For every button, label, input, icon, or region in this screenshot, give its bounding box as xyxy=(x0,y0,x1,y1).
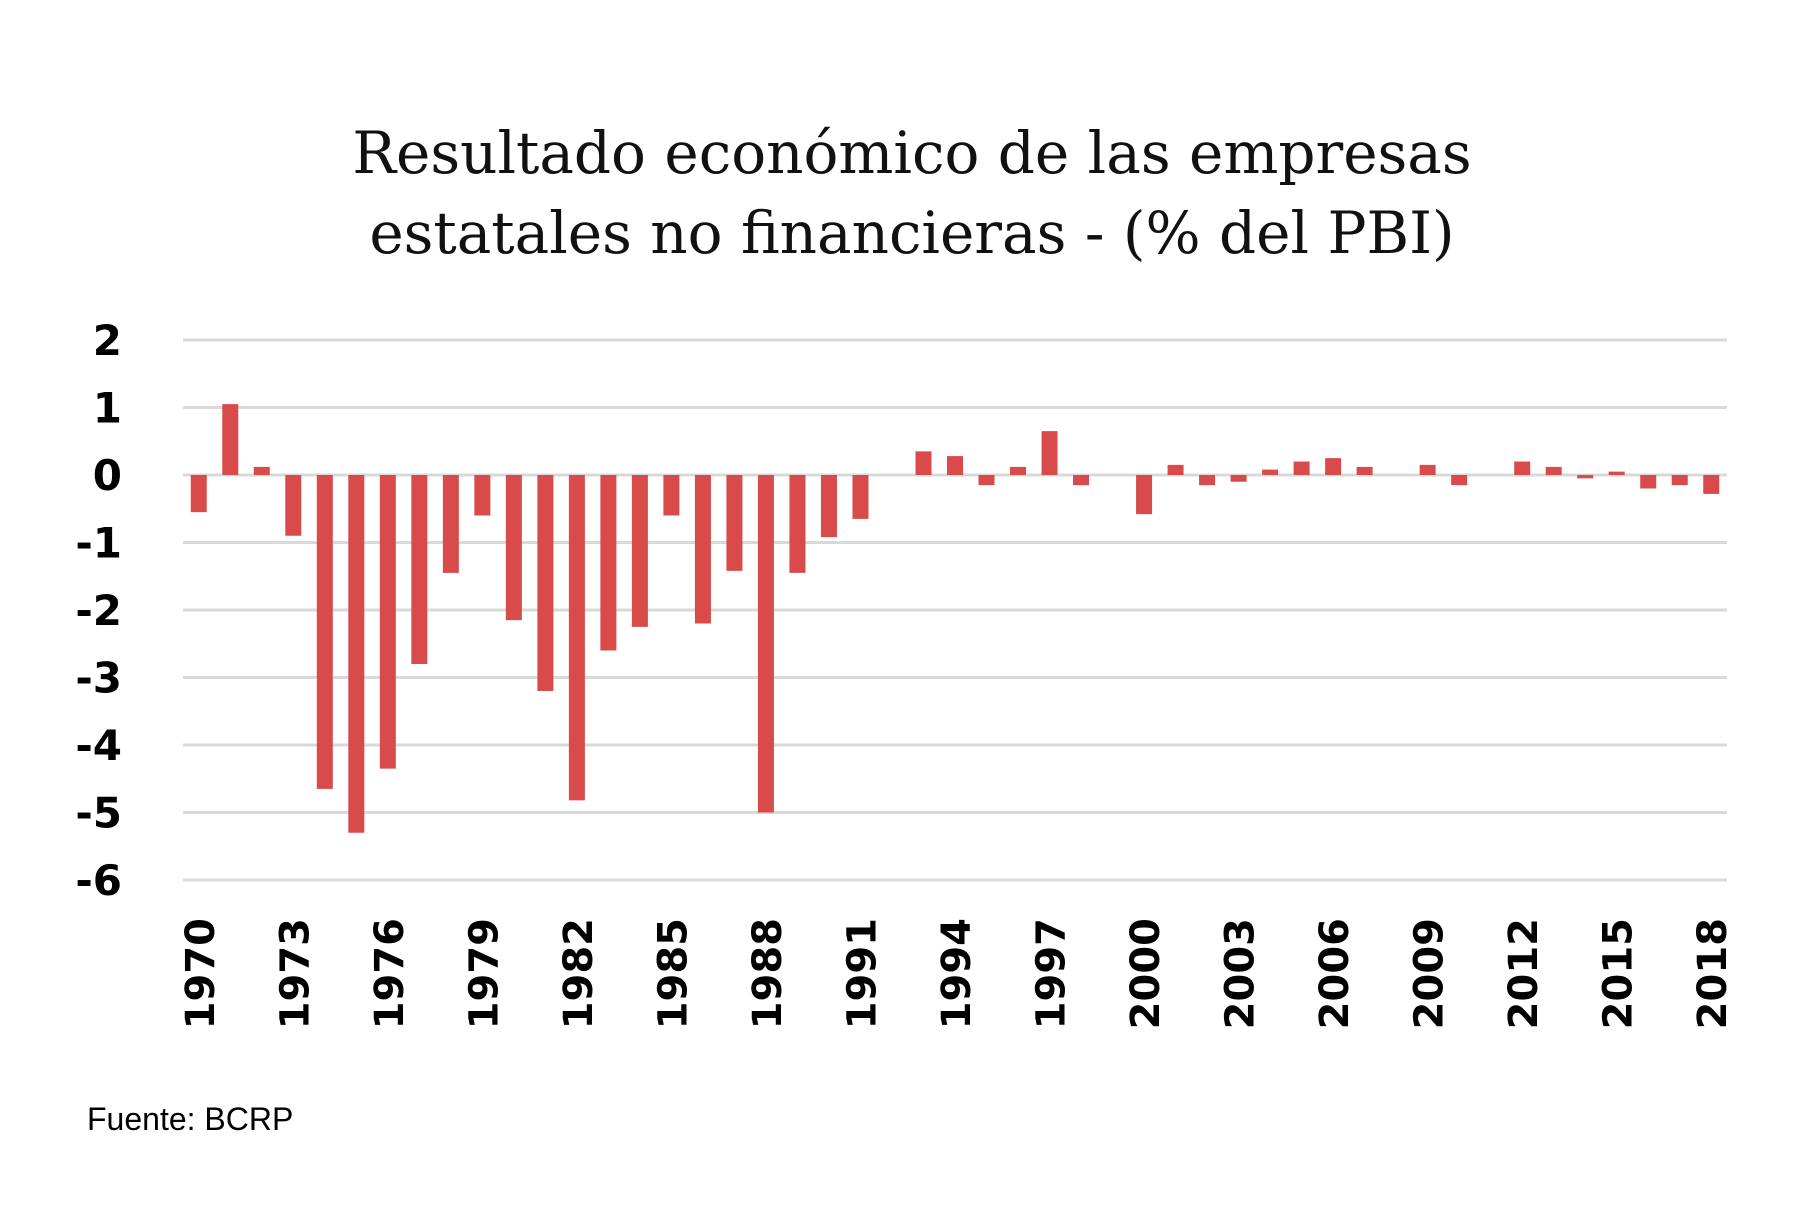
x-tick-label: 2018 xyxy=(1690,918,1736,1029)
bar-2017 xyxy=(1671,475,1688,486)
x-tick-label: 1982 xyxy=(556,918,602,1029)
x-tick-label: 1985 xyxy=(650,918,696,1029)
bar-1994 xyxy=(947,456,963,475)
bar-1995 xyxy=(978,475,995,486)
y-tick-label: 0 xyxy=(93,451,122,500)
bar-2012 xyxy=(1514,461,1531,475)
bar-1978 xyxy=(442,475,459,573)
bar-2002 xyxy=(1199,475,1216,486)
bar-1980 xyxy=(505,475,522,621)
bar-2003 xyxy=(1230,475,1247,482)
bar-2007 xyxy=(1356,466,1373,475)
bar-2009 xyxy=(1419,464,1436,475)
bar-1989 xyxy=(789,475,806,573)
y-tick-label: 1 xyxy=(93,384,122,433)
source-note: Fuente: BCRP xyxy=(87,1101,293,1137)
bar-1982 xyxy=(568,475,585,801)
bar-1979 xyxy=(474,475,491,516)
bar-2004 xyxy=(1262,469,1279,475)
y-tick-label: -3 xyxy=(75,654,122,703)
bar-1997 xyxy=(1041,431,1058,475)
bar-1991 xyxy=(852,475,869,519)
bar-1996 xyxy=(1010,466,1027,475)
bar-1984 xyxy=(631,475,648,627)
gridlines xyxy=(183,338,1727,882)
bar-2013 xyxy=(1545,466,1562,475)
bar-1975 xyxy=(348,475,365,833)
y-axis-ticks: 2 1 0 -1 -2 -3 -4 -5 -6 xyxy=(75,316,122,905)
bar-2014 xyxy=(1577,475,1594,479)
bar-1993 xyxy=(915,451,932,475)
bar-2006 xyxy=(1325,458,1342,475)
x-tick-label: 1979 xyxy=(461,918,507,1029)
chart-title-line-1: Resultado económico de las empresas xyxy=(352,119,1471,187)
x-tick-label: 2003 xyxy=(1218,918,1264,1029)
bar-1970 xyxy=(190,475,207,513)
y-tick-label: -2 xyxy=(75,586,122,635)
y-tick-label: -5 xyxy=(75,789,122,838)
x-tick-label: 1970 xyxy=(178,918,224,1029)
x-tick-label: 2000 xyxy=(1123,918,1169,1029)
bar-2018 xyxy=(1703,475,1720,494)
bar-1977 xyxy=(411,475,428,664)
x-tick-label: 2012 xyxy=(1501,918,1547,1029)
bar-1971 xyxy=(222,404,239,475)
bar-2010 xyxy=(1451,475,1468,486)
y-tick-label: -4 xyxy=(75,721,122,770)
bar-1987 xyxy=(726,475,743,571)
x-tick-label: 1997 xyxy=(1029,918,1075,1029)
x-tick-label: 1973 xyxy=(272,918,318,1029)
bars xyxy=(190,404,1720,833)
bar-2000 xyxy=(1136,475,1153,515)
bar-1985 xyxy=(663,475,680,516)
bar-1972 xyxy=(253,466,270,475)
bar-2001 xyxy=(1167,464,1184,475)
bar-1974 xyxy=(316,475,333,789)
bar-1981 xyxy=(537,475,554,691)
x-tick-label: 1988 xyxy=(745,918,791,1029)
bar-1988 xyxy=(757,475,774,813)
x-tick-label: 2009 xyxy=(1407,918,1453,1029)
bar-1986 xyxy=(694,475,711,624)
chart-title: Resultado económico de las empresas esta… xyxy=(352,119,1471,267)
bar-1990 xyxy=(820,475,837,538)
y-tick-label: -6 xyxy=(75,856,122,905)
y-tick-label: -1 xyxy=(75,519,122,568)
bar-1976 xyxy=(379,475,396,769)
bar-1983 xyxy=(600,475,617,651)
x-tick-label: 2006 xyxy=(1312,918,1358,1029)
x-tick-label: 1994 xyxy=(934,918,980,1029)
bar-2015 xyxy=(1608,471,1625,475)
bar-1973 xyxy=(285,475,302,536)
x-tick-label: 1976 xyxy=(367,918,413,1029)
y-tick-label: 2 xyxy=(93,316,122,365)
bar-1998 xyxy=(1073,475,1090,486)
bar-2005 xyxy=(1293,461,1310,475)
chart-title-line-2: estatales no financieras - (% del PBI) xyxy=(369,199,1454,267)
x-tick-label: 1991 xyxy=(839,918,885,1029)
x-tick-label: 2015 xyxy=(1596,918,1642,1029)
x-axis-ticks: 1970 1973 1976 1979 1982 1985 1988 1991 1994 1997… xyxy=(178,918,1736,1029)
bar-2016 xyxy=(1640,475,1657,489)
